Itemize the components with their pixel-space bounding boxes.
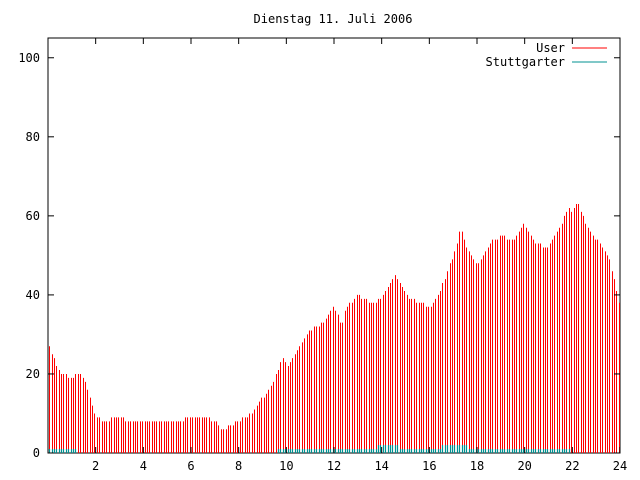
x-tick-label: 24 (613, 459, 627, 473)
series-layer (48, 204, 620, 453)
y-tick-label: 100 (18, 51, 40, 65)
legend-label-user: User (536, 41, 565, 55)
x-tick-label: 22 (565, 459, 579, 473)
series-user (49, 204, 620, 453)
legend: User Stuttgarter (486, 41, 607, 69)
y-tick-label: 80 (26, 130, 40, 144)
y-tick-label: 40 (26, 288, 40, 302)
x-tick-label: 14 (374, 459, 388, 473)
x-tick-label: 18 (470, 459, 484, 473)
x-tick-label: 8 (235, 459, 242, 473)
chart-title: Dienstag 11. Juli 2006 (254, 12, 413, 26)
x-tick-label: 4 (140, 459, 147, 473)
series-stuttgarter (48, 445, 571, 453)
y-tick-label: 0 (33, 446, 40, 460)
x-tick-label: 6 (187, 459, 194, 473)
x-tick-label: 20 (517, 459, 531, 473)
legend-label-stuttgarter: Stuttgarter (486, 55, 565, 69)
y-tick-label: 20 (26, 367, 40, 381)
x-tick-label: 2 (92, 459, 99, 473)
y-tick-label: 60 (26, 209, 40, 223)
x-tick-label: 10 (279, 459, 293, 473)
x-tick-label: 12 (327, 459, 341, 473)
x-tick-label: 16 (422, 459, 436, 473)
